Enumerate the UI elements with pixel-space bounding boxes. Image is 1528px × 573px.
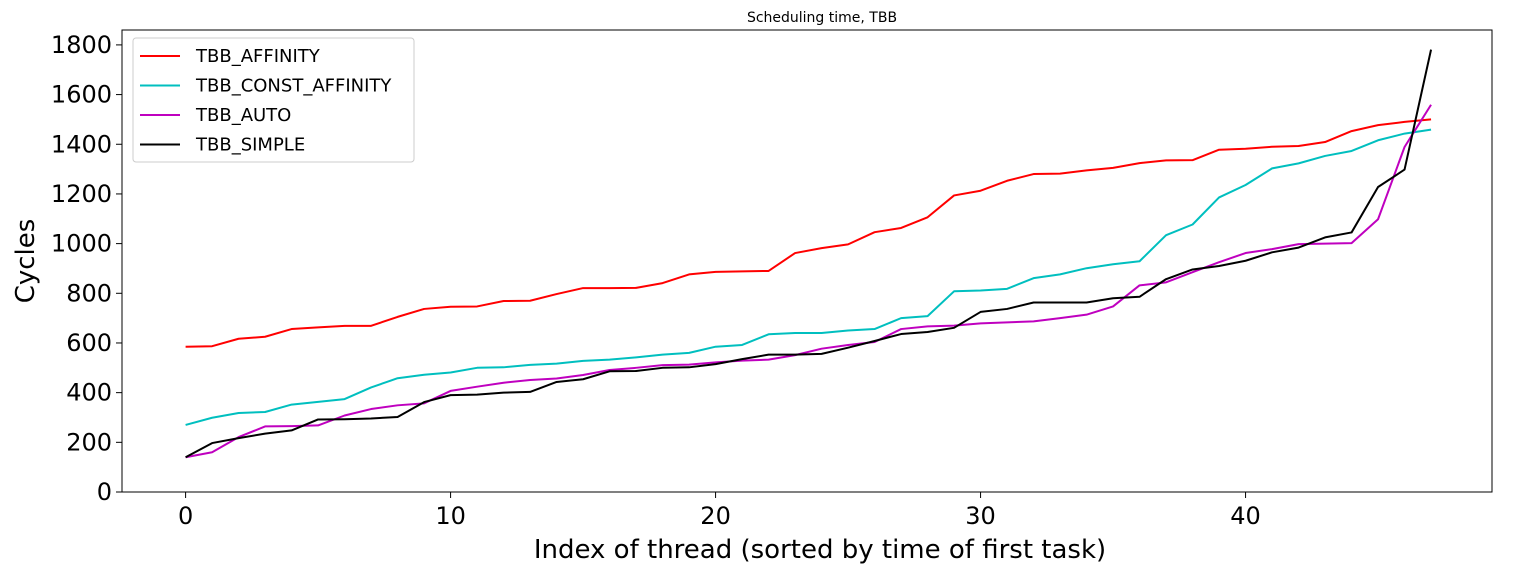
y-tick-label: 600 [66, 329, 112, 357]
x-tick-label: 20 [700, 502, 731, 530]
x-tick-label: 0 [178, 502, 193, 530]
y-tick-label: 400 [66, 379, 112, 407]
plot-frame [121, 29, 1493, 493]
y-tick-label: 1600 [51, 81, 112, 109]
series-lines [185, 49, 1433, 459]
series-line-tbb-const-affinity [185, 128, 1432, 426]
y-tick-label: 1800 [51, 31, 112, 59]
x-axis-label: Index of thread (sorted by time of first… [534, 535, 1106, 565]
series-line-tbb-simple [185, 49, 1433, 459]
y-tick-label: 0 [97, 478, 112, 506]
legend-label-tbb-const-affinity: TBB_CONST_AFFINITY [195, 76, 392, 97]
y-tick-label: 1400 [51, 130, 112, 158]
legend-label-tbb-affinity: TBB_AFFINITY [195, 46, 321, 67]
legend-label-tbb-auto: TBB_AUTO [195, 105, 291, 126]
x-tick-label: 10 [435, 502, 466, 530]
series-line-tbb-affinity [185, 118, 1432, 348]
legend-box [132, 37, 415, 163]
series-line-tbb-auto [185, 104, 1432, 459]
y-tick-label: 800 [66, 279, 112, 307]
legend-label-tbb-simple: TBB_SIMPLE [195, 135, 305, 156]
y-tick-label: 200 [66, 428, 112, 456]
x-tick-label: 30 [965, 502, 996, 530]
chart-title: Scheduling time, TBB [747, 10, 897, 26]
y-axis: 0 200 400 600 800 1000 1200 1400 1600 1800 [51, 31, 122, 506]
legend: TBB_AFFINITY TBB_CONST_AFFINITY TBB_AUTO TB… [132, 37, 415, 163]
y-axis-label: Cycles [11, 219, 41, 304]
y-tick-label: 1000 [51, 230, 112, 258]
x-tick-label: 40 [1230, 502, 1261, 530]
y-tick-label: 1200 [51, 180, 112, 208]
x-axis: 0 10 20 30 40 [178, 492, 1261, 530]
